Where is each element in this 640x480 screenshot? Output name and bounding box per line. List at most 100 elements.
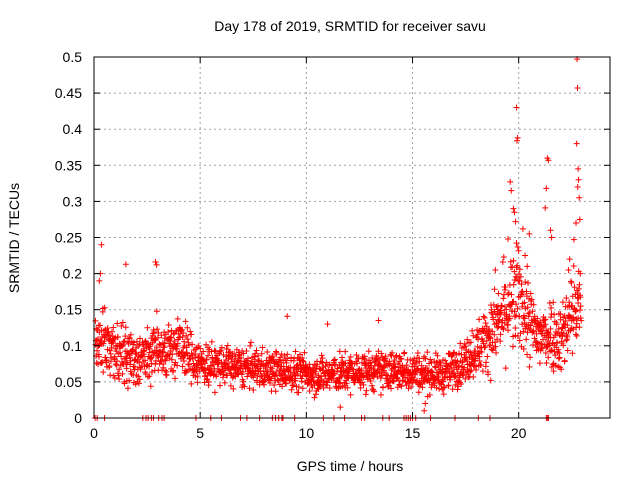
data-point <box>432 364 439 371</box>
data-point <box>577 270 584 277</box>
data-point <box>570 236 577 243</box>
data-point <box>542 350 549 357</box>
data-point <box>546 341 553 348</box>
y-tick-label: 0.1 <box>63 338 83 354</box>
data-point <box>514 134 521 141</box>
data-point <box>525 280 532 287</box>
data-point <box>141 347 148 354</box>
data-point <box>212 348 219 355</box>
data-point <box>271 372 278 379</box>
y-tick-label: 0.45 <box>55 85 82 101</box>
data-point <box>337 404 344 411</box>
data-point <box>329 367 336 374</box>
data-point <box>565 266 572 273</box>
data-point <box>482 319 489 326</box>
data-point <box>434 352 441 359</box>
data-point <box>289 382 296 389</box>
data-point <box>125 335 132 342</box>
data-point <box>491 286 498 293</box>
y-tick-label: 0.2 <box>63 266 83 282</box>
data-point <box>95 353 102 360</box>
data-point <box>182 318 189 325</box>
data-point <box>269 365 276 372</box>
data-point <box>166 355 173 362</box>
data-point <box>243 347 250 354</box>
data-point <box>237 368 244 375</box>
data-point <box>506 315 513 322</box>
data-point <box>203 356 210 363</box>
data-point <box>533 330 540 337</box>
data-point <box>228 356 235 363</box>
data-point <box>194 362 201 369</box>
data-point <box>448 353 455 360</box>
data-point <box>478 349 485 356</box>
data-point <box>569 350 576 357</box>
data-point <box>497 331 504 338</box>
data-point <box>122 261 129 268</box>
data-point <box>548 304 555 311</box>
data-point <box>133 338 140 345</box>
data-point <box>132 349 139 356</box>
data-point <box>274 376 281 383</box>
data-point <box>534 315 541 322</box>
data-point <box>561 321 568 328</box>
data-point <box>261 381 268 388</box>
data-point <box>338 373 345 380</box>
data-point <box>576 307 583 314</box>
data-point <box>517 273 524 280</box>
data-point <box>370 366 377 373</box>
data-point <box>572 308 579 315</box>
data-point <box>500 295 507 302</box>
data-point <box>470 332 477 339</box>
data-point <box>153 344 160 351</box>
data-point <box>374 373 381 380</box>
data-point <box>483 337 490 344</box>
data-point <box>522 279 529 286</box>
data-point <box>213 373 220 380</box>
data-point <box>154 326 161 333</box>
data-point <box>505 327 512 334</box>
data-point <box>353 360 360 367</box>
data-point <box>301 349 308 356</box>
data-point <box>380 364 387 371</box>
data-point <box>246 385 253 392</box>
data-point <box>442 357 449 364</box>
data-point <box>510 257 517 264</box>
data-point <box>375 317 382 324</box>
data-point <box>513 104 520 111</box>
data-point <box>476 316 483 323</box>
data-point <box>137 366 144 373</box>
data-point <box>165 329 172 336</box>
data-point <box>396 382 403 389</box>
data-point <box>389 349 396 356</box>
data-point <box>508 264 515 271</box>
data-point <box>570 317 577 324</box>
data-point <box>492 266 499 273</box>
data-point <box>480 313 487 320</box>
data-point <box>131 357 138 364</box>
data-point <box>201 379 208 386</box>
data-point <box>495 290 502 297</box>
x-tick-label: 20 <box>511 425 527 441</box>
data-point <box>524 304 531 311</box>
x-tick-label: 15 <box>405 425 421 441</box>
data-point <box>566 313 573 320</box>
data-point <box>479 368 486 375</box>
data-point <box>153 261 160 268</box>
data-point <box>103 356 110 363</box>
data-point <box>403 362 410 369</box>
data-point <box>560 342 567 349</box>
data-point <box>273 368 280 375</box>
data-point <box>486 327 493 334</box>
data-point <box>360 373 367 380</box>
data-point <box>192 351 199 358</box>
data-point <box>352 369 359 376</box>
data-point <box>96 277 103 284</box>
data-point <box>172 359 179 366</box>
data-point <box>388 385 395 392</box>
data-point <box>552 352 559 359</box>
data-point <box>418 362 425 369</box>
data-point <box>415 389 422 396</box>
data-point <box>115 372 122 379</box>
